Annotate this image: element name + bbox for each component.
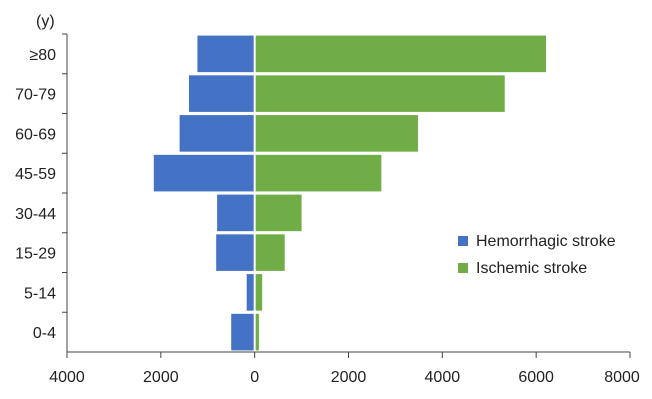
y-tick-label: 45-59 — [15, 166, 56, 183]
y-tick-label: ≥80 — [29, 47, 56, 64]
legend-swatch-ischemic — [458, 263, 468, 273]
bar-hemorrhagic-6 — [188, 75, 255, 112]
bar-hemorrhagic-5 — [179, 115, 255, 152]
bar-hemorrhagic-7 — [197, 35, 255, 73]
bar-ischemic-3 — [254, 194, 302, 232]
bar-ischemic-4 — [254, 154, 382, 192]
y-tick-label: 60-69 — [15, 126, 56, 143]
x-tick-label: 8000 — [604, 369, 640, 386]
bar-ischemic-2 — [254, 234, 285, 271]
axes-group: 0-4 5-14 15-29 30-44 45-59 60-69 70-79 ≥80 4000 2… — [15, 33, 640, 386]
bars-group — [153, 34, 547, 352]
y-tick-label: 70-79 — [15, 87, 56, 104]
y-axis-unit-label: (y) — [36, 13, 55, 30]
y-tick-label: 5-14 — [24, 285, 56, 302]
x-tick-label: 6000 — [518, 369, 554, 386]
y-tick-label: 0-4 — [33, 325, 56, 342]
bar-hemorrhagic-2 — [216, 234, 255, 271]
legend-label-ischemic: Ischemic stroke — [476, 260, 587, 277]
x-tick-label: 4000 — [49, 369, 85, 386]
x-tick-label: 4000 — [425, 369, 461, 386]
bar-hemorrhagic-0 — [231, 313, 255, 351]
x-tick-label: 0 — [250, 369, 259, 386]
bar-ischemic-6 — [254, 75, 505, 112]
bar-hemorrhagic-4 — [153, 154, 255, 192]
bar-hemorrhagic-1 — [246, 274, 255, 311]
legend-label-hemorrhagic: Hemorrhagic stroke — [476, 233, 616, 250]
legend-swatch-hemorrhagic — [458, 236, 468, 246]
bar-ischemic-5 — [254, 115, 418, 152]
y-tick-label: 30-44 — [15, 206, 56, 223]
bar-hemorrhagic-3 — [217, 194, 255, 232]
y-tick-label: 15-29 — [15, 246, 56, 263]
legend: Hemorrhagic stroke Ischemic stroke — [458, 233, 616, 277]
x-tick-label: 2000 — [331, 369, 367, 386]
x-tick-label: 2000 — [143, 369, 179, 386]
bar-ischemic-7 — [254, 35, 547, 73]
bar-ischemic-1 — [254, 274, 263, 311]
bar-ischemic-0 — [254, 313, 259, 351]
